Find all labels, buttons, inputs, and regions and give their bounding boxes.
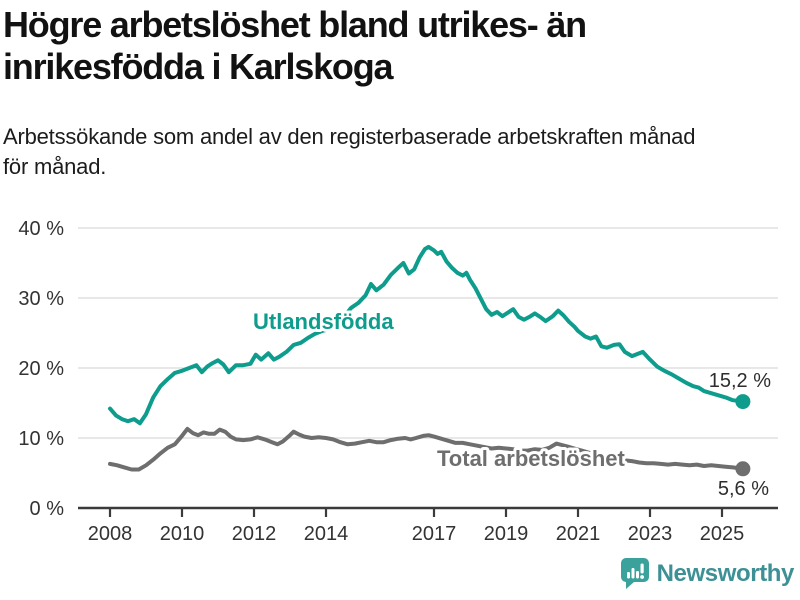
brand-name: Newsworthy	[656, 559, 795, 587]
x-axis-label: 2017	[412, 523, 457, 545]
newsworthy-logo-icon	[620, 558, 649, 589]
x-axis-label: 2021	[556, 523, 601, 545]
series-label-utlandsfodda: Utlandsfödda	[253, 309, 394, 334]
y-axis-label: 0 %	[30, 498, 65, 520]
subtitle-line-2: för månad.	[3, 154, 107, 179]
y-axis-label: 40 %	[18, 218, 64, 240]
brand-footer: Newsworthy	[620, 557, 794, 590]
x-axis-label: 2008	[88, 523, 133, 545]
x-axis-label: 2012	[232, 523, 277, 545]
series-end-dot	[735, 394, 751, 410]
x-axis-label: 2014	[304, 523, 349, 545]
y-axis-label: 20 %	[18, 358, 64, 380]
series-end-dot	[735, 461, 751, 477]
x-axis-label: 2023	[628, 523, 673, 545]
chart-subtitle: Arbetssökande som andel av den registerb…	[3, 122, 783, 182]
x-axis-label: 2025	[700, 523, 745, 545]
series-line-total	[108, 426, 745, 472]
title-line-1: Högre arbetslöshet bland utrikes- än	[3, 4, 587, 45]
series-line-utlandsfodda	[108, 244, 745, 426]
page-title: Högre arbetslöshet bland utrikes- än inr…	[3, 4, 763, 88]
end-value-label: 5,6 %	[718, 478, 769, 500]
y-axis-label: 10 %	[18, 428, 64, 450]
title-line-2: inrikesfödda i Karlskoga	[3, 46, 394, 87]
x-axis-label: 2019	[484, 523, 529, 545]
x-axis-label: 2010	[160, 523, 205, 545]
y-axis-label: 30 %	[18, 288, 64, 310]
series-label-total: Total arbetslöshet	[437, 446, 626, 471]
end-value-label: 15,2 %	[709, 370, 771, 392]
subtitle-line-1: Arbetssökande som andel av den registerb…	[3, 124, 696, 149]
